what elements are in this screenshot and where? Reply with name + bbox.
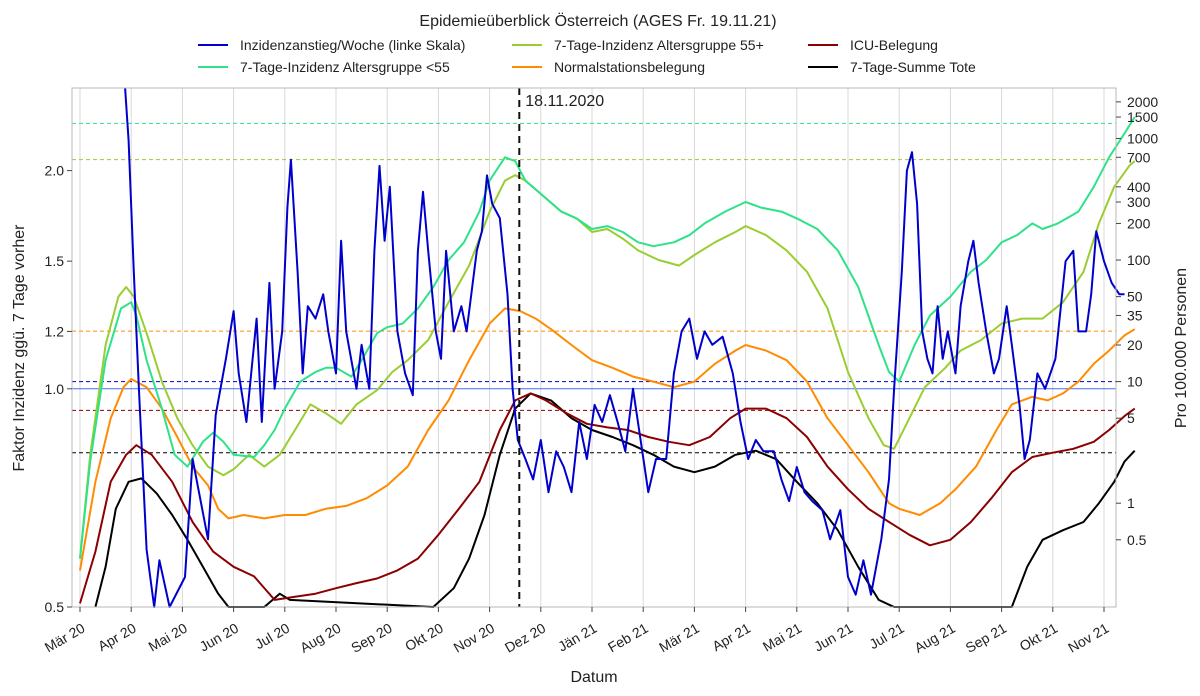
series-line-4 (79, 392, 1136, 604)
y-right-tick-label: 1000 (1127, 130, 1158, 146)
y-right-tick-label: 1500 (1127, 109, 1158, 125)
y-right-tick-label: 35 (1127, 307, 1143, 323)
series-line-5 (94, 392, 1136, 608)
series-line-1 (79, 116, 1136, 559)
legend-label: 7-Tage-Summe Tote (850, 59, 976, 75)
y-right-tick-label: 100 (1127, 252, 1151, 268)
x-tick-label: Okt 21 (1017, 620, 1061, 655)
y-right-tick-label: 2000 (1127, 94, 1158, 110)
series-line-0 (124, 87, 1125, 608)
x-tick-label: Aug 20 (297, 620, 344, 656)
y-left-tick-label: 0.5 (45, 599, 65, 615)
y-right-tick-label: 400 (1127, 179, 1151, 195)
x-tick-label: Jun 21 (811, 620, 856, 655)
x-tick-label: Mai 20 (145, 620, 190, 655)
y-right-tick-label: 20 (1127, 337, 1143, 353)
y-axis-right-label: Pro 100.000 Personen (1173, 268, 1190, 428)
y-left-tick-label: 1.5 (45, 253, 65, 269)
x-axis-label: Datum (570, 669, 617, 686)
y-right-tick-label: 50 (1127, 289, 1143, 305)
x-tick-label: Apr 21 (709, 620, 753, 655)
x-tick-label: Jän 21 (555, 620, 600, 655)
x-tick-label: Mär 20 (42, 620, 88, 656)
y-left-tick-label: 2.0 (45, 163, 65, 179)
x-tick-label: Jun 20 (197, 620, 242, 655)
legend-label: ICU-Belegung (850, 37, 938, 53)
x-tick-label: Mär 21 (656, 620, 702, 656)
y-right-tick-label: 200 (1127, 215, 1151, 231)
legend-label: 7-Tage-Inzidenz Altersgruppe 55+ (554, 37, 764, 53)
y-right-tick-label: 700 (1127, 149, 1151, 165)
y-right-tick-label: 300 (1127, 194, 1151, 210)
reference-lines (72, 122, 1116, 454)
x-tick-label: Nov 20 (451, 620, 498, 656)
y-right-tick-label: 5 (1127, 410, 1135, 426)
x-tick-label: Mai 21 (760, 620, 805, 655)
x-tick-label: Sep 21 (963, 620, 1010, 656)
x-tick-label: Dez 20 (502, 620, 549, 656)
x-tick-label: Sep 20 (348, 620, 395, 656)
y-right-tick-label: 0.5 (1127, 532, 1147, 548)
x-tick-label: Aug 21 (911, 620, 958, 656)
chart-title: Epidemieüberblick Österreich (AGES Fr. 1… (419, 12, 776, 30)
y-left-tick-label: 1.2 (45, 323, 65, 339)
plot-frame (71, 87, 1117, 608)
x-tick-label: Jul 21 (866, 620, 907, 653)
series-group (79, 87, 1136, 608)
series-line-3 (79, 307, 1136, 571)
y-left-tick-label: 1.0 (45, 381, 65, 397)
legend-label: Normalstationsbelegung (554, 59, 705, 75)
x-tick-label: Jul 20 (252, 620, 293, 653)
x-tick-label: Feb 21 (605, 620, 651, 656)
legend-label: Inzidenzanstieg/Woche (linke Skala) (240, 37, 465, 53)
x-axis: Mär 20 Apr 20 Mai 20 Jun 20 Jul 20 Aug 20 Sep … (42, 607, 1112, 656)
annotation-label: 18.11.2020 (525, 93, 604, 110)
y-axis-left: 0.5 1.0 1.2 1.5 2.0 (45, 163, 72, 615)
annotation-group: 18.11.2020 (518, 88, 604, 607)
x-tick-label: Nov 21 (1065, 620, 1112, 656)
x-tick-label: Okt 20 (402, 620, 446, 655)
legend: Inzidenzanstieg/Woche (linke Skala) 7-Tag… (198, 37, 976, 75)
y-right-tick-label: 1 (1127, 495, 1135, 511)
x-tick-label: Apr 20 (95, 620, 139, 655)
y-right-tick-label: 10 (1127, 374, 1143, 390)
legend-label: 7-Tage-Inzidenz Altersgruppe <55 (240, 59, 450, 75)
y-axis-left-label: Faktor Inzidenz ggü. 7 Tage vorher (11, 224, 28, 472)
